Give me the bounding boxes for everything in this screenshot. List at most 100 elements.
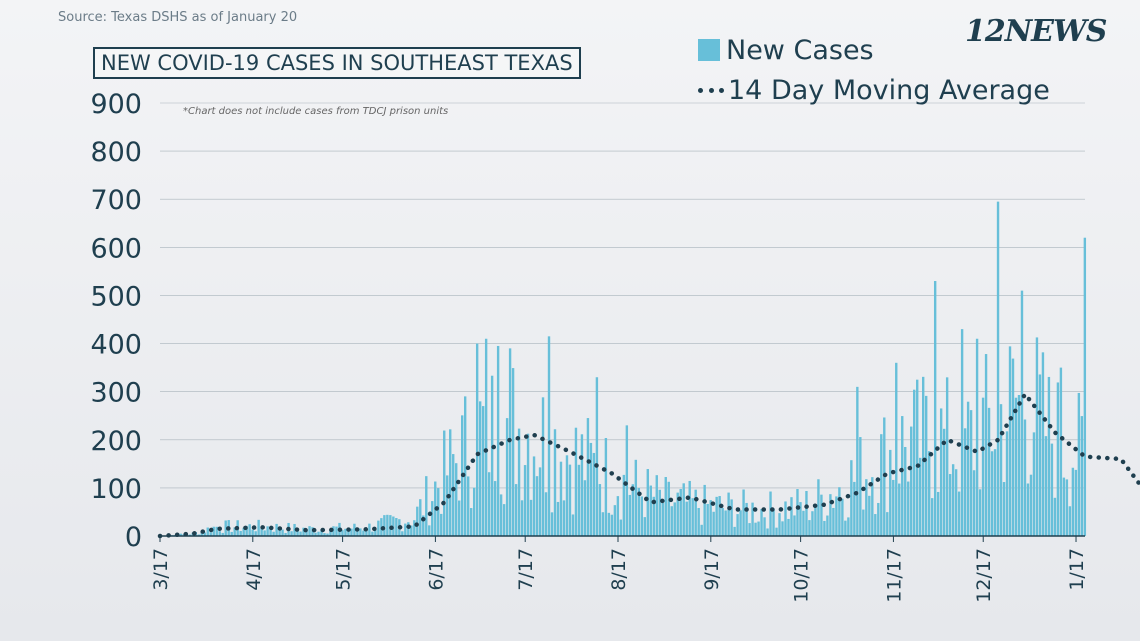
new-cases-bar [691, 498, 694, 536]
x-axis-ticks: 3/17 4/17 5/17 6/17 7/17 8/17 9/17 10/17 11/17 12… [150, 536, 1088, 603]
new-cases-bar [410, 525, 413, 536]
new-cases-bar [550, 512, 554, 536]
new-cases-bar [407, 522, 410, 536]
new-cases-bar [541, 397, 545, 536]
new-cases-bar [371, 531, 374, 536]
new-cases-bar [179, 533, 183, 536]
new-cases-bar [1071, 467, 1075, 536]
new-cases-bar [700, 524, 703, 536]
new-cases-bar [745, 502, 748, 536]
new-cases-bar [880, 434, 883, 536]
new-cases-bar [1014, 397, 1018, 536]
new-cases-bar [598, 484, 602, 536]
new-cases-bar [493, 481, 497, 536]
new-cases-bar [984, 354, 988, 536]
new-cases-bar [484, 338, 488, 536]
new-cases-bar [1017, 395, 1021, 536]
new-cases-bar [1083, 237, 1087, 536]
new-cases-bar [419, 499, 422, 536]
new-cases-bar [496, 345, 500, 536]
new-cases-bar [619, 519, 623, 536]
new-cases-bar [709, 500, 712, 536]
new-cases-bar [263, 530, 266, 536]
new-cases-bar [936, 491, 940, 536]
y-tick-label: 500 [90, 281, 142, 312]
x-tick-label: 9/17 [701, 548, 723, 591]
new-cases-bar [422, 515, 425, 536]
new-cases-bar [332, 526, 335, 536]
new-cases-bar [490, 375, 494, 536]
new-cases-bar [960, 329, 964, 536]
new-cases-bar [1080, 416, 1084, 536]
new-cases-bar [910, 426, 913, 536]
new-cases-bar [365, 530, 368, 536]
new-cases-bar [1008, 346, 1012, 536]
new-cases-bar [577, 464, 581, 536]
new-cases-bar [942, 428, 946, 536]
new-cases-bar [248, 524, 251, 536]
new-cases-bar [1047, 376, 1051, 536]
new-cases-bar [607, 512, 611, 536]
new-cases-bar [751, 502, 754, 536]
new-cases-bar [766, 528, 769, 536]
new-cases-bar [1011, 358, 1015, 536]
y-tick-label: 100 [90, 474, 142, 505]
new-cases-bar [724, 510, 727, 536]
new-cases-bar [898, 483, 901, 536]
new-cases-bar [487, 472, 491, 536]
new-cases-bar [853, 481, 856, 536]
new-cases-bar [565, 455, 569, 536]
new-cases-bar [775, 527, 778, 536]
new-cases-bar [760, 508, 763, 536]
new-cases-bar [922, 376, 925, 536]
new-cases-bar [446, 475, 449, 536]
x-tick-label: 8/17 [608, 548, 630, 591]
new-cases-bar [886, 512, 889, 536]
new-cases-bar [284, 532, 287, 536]
new-cases-bar [595, 377, 599, 536]
new-cases-bar [892, 479, 895, 536]
new-cases-bar [203, 532, 206, 536]
new-cases-bar [233, 527, 236, 536]
new-cases-bar [356, 528, 359, 536]
legend-item-moving-average: 14 Day Moving Average [698, 70, 1050, 110]
new-cases-bar [682, 483, 685, 536]
new-cases-bar [260, 527, 263, 536]
new-cases-bar [805, 491, 808, 536]
new-cases-bar [1074, 469, 1078, 536]
new-cases-bar [993, 449, 997, 536]
new-cases-bar [242, 527, 245, 536]
chart-footnote: *Chart does not include cases from TDCJ … [183, 106, 449, 117]
new-cases-bar [544, 492, 548, 536]
new-cases-bar [772, 508, 775, 536]
new-cases-bar [757, 521, 760, 536]
new-cases-bar [526, 433, 530, 536]
new-cases-bar [796, 489, 799, 536]
y-tick-label: 200 [90, 426, 142, 457]
new-cases-bar [913, 389, 916, 536]
new-cases-bar [817, 479, 820, 536]
new-cases-bar [314, 532, 317, 536]
new-cases-bar [811, 511, 814, 536]
new-cases-bar [930, 498, 934, 536]
new-cases-bar [568, 464, 572, 536]
new-cases-bar [715, 496, 718, 536]
new-cases-bar [278, 529, 281, 536]
new-cases-bar [904, 446, 907, 536]
new-cases-bar [1062, 477, 1066, 536]
new-cases-bar [814, 506, 817, 536]
new-cases-bar [697, 507, 700, 536]
new-cases-bar [706, 503, 709, 536]
new-cases-bar [850, 460, 853, 536]
new-cases-bar [463, 396, 467, 536]
new-cases-bar [978, 489, 982, 536]
new-cases-bar [275, 523, 278, 536]
new-cases-bar [1059, 367, 1063, 536]
new-cases-bar [865, 479, 868, 536]
new-cases-bar [437, 488, 440, 536]
new-cases-bar [616, 496, 620, 536]
moving-average-path [157, 390, 1140, 539]
new-cases-bar [748, 523, 751, 536]
new-cases-bar [404, 523, 407, 536]
